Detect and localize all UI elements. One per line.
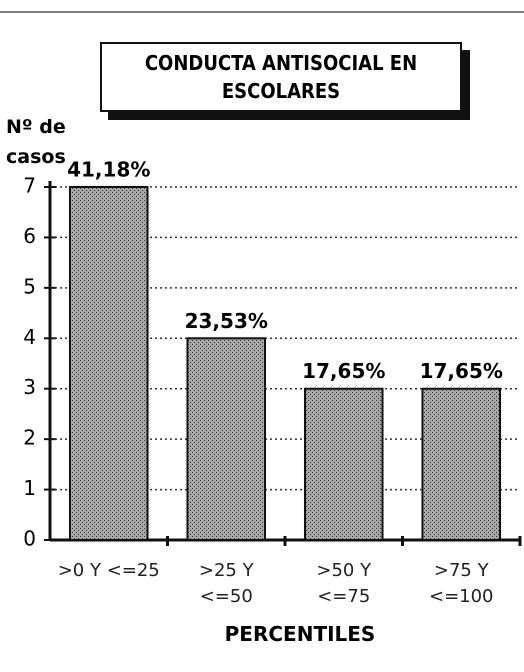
y-axis-label: Nº de casos xyxy=(6,116,66,168)
y-tick-label: 4 xyxy=(23,325,36,349)
data-label: 41,18% xyxy=(67,158,150,182)
y-tick-label: 6 xyxy=(23,224,36,248)
data-label: 23,53% xyxy=(185,309,268,333)
bar xyxy=(421,387,502,542)
y-tick-label: 0 xyxy=(23,527,36,551)
y-tick-label: 3 xyxy=(23,375,36,399)
bar xyxy=(68,186,149,541)
data-label: 17,65% xyxy=(420,359,503,383)
x-axis-label: PERCENTILES xyxy=(224,622,376,646)
bar xyxy=(303,387,384,542)
data-label: 17,65% xyxy=(302,359,385,383)
chart-title: CONDUCTA ANTISOCIAL EN ESCOLARES xyxy=(100,42,462,112)
x-tick-label: >0 Y <=25 xyxy=(57,560,160,581)
x-tick-label: >25 Y <=50 xyxy=(198,560,254,607)
x-tick-label: >50 Y <=75 xyxy=(316,560,372,607)
bar xyxy=(186,337,267,541)
x-tick-label: >75 Y <=100 xyxy=(428,560,494,607)
y-tick-label: 2 xyxy=(23,426,36,450)
y-tick-label: 5 xyxy=(23,274,36,298)
y-tick-label: 7 xyxy=(23,174,36,198)
y-tick-label: 1 xyxy=(23,476,36,500)
